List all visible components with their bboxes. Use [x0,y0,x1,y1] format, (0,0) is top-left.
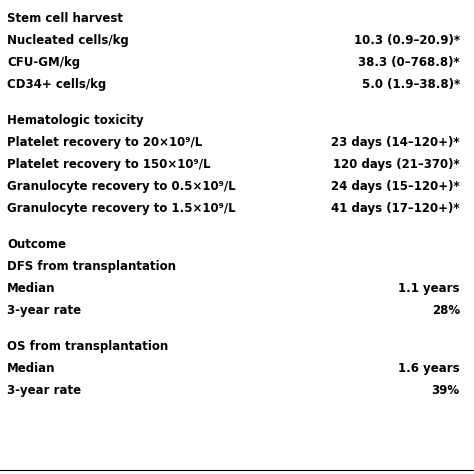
Text: 23 days (14–120+)*: 23 days (14–120+)* [331,136,460,149]
Text: Hematologic toxicity: Hematologic toxicity [7,114,144,127]
Text: 3-year rate: 3-year rate [7,384,81,397]
Text: Median: Median [7,282,55,295]
Text: 24 days (15–120+)*: 24 days (15–120+)* [331,180,460,193]
Text: CD34+ cells/kg: CD34+ cells/kg [7,78,106,91]
Text: 1.1 years: 1.1 years [398,282,460,295]
Text: CFU-GM/kg: CFU-GM/kg [7,56,80,69]
Text: Nucleated cells/kg: Nucleated cells/kg [7,34,129,47]
Text: 38.3 (0–768.8)*: 38.3 (0–768.8)* [358,56,460,69]
Text: Granulocyte recovery to 0.5×10⁹/L: Granulocyte recovery to 0.5×10⁹/L [7,180,236,193]
Text: DFS from transplantation: DFS from transplantation [7,260,176,273]
Text: 39%: 39% [432,384,460,397]
Text: Stem cell harvest: Stem cell harvest [7,12,123,25]
Text: Median: Median [7,362,55,375]
Text: Platelet recovery to 150×10⁹/L: Platelet recovery to 150×10⁹/L [7,158,210,171]
Text: 1.6 years: 1.6 years [398,362,460,375]
Text: Platelet recovery to 20×10⁹/L: Platelet recovery to 20×10⁹/L [7,136,202,149]
Text: 3-year rate: 3-year rate [7,304,81,317]
Text: 5.0 (1.9–38.8)*: 5.0 (1.9–38.8)* [362,78,460,91]
Text: 41 days (17–120+)*: 41 days (17–120+)* [331,202,460,215]
Text: 28%: 28% [432,304,460,317]
Text: 10.3 (0.9–20.9)*: 10.3 (0.9–20.9)* [354,34,460,47]
Text: Outcome: Outcome [7,238,66,251]
Text: OS from transplantation: OS from transplantation [7,340,168,353]
Text: Granulocyte recovery to 1.5×10⁹/L: Granulocyte recovery to 1.5×10⁹/L [7,202,236,215]
Text: 120 days (21–370)*: 120 days (21–370)* [333,158,460,171]
